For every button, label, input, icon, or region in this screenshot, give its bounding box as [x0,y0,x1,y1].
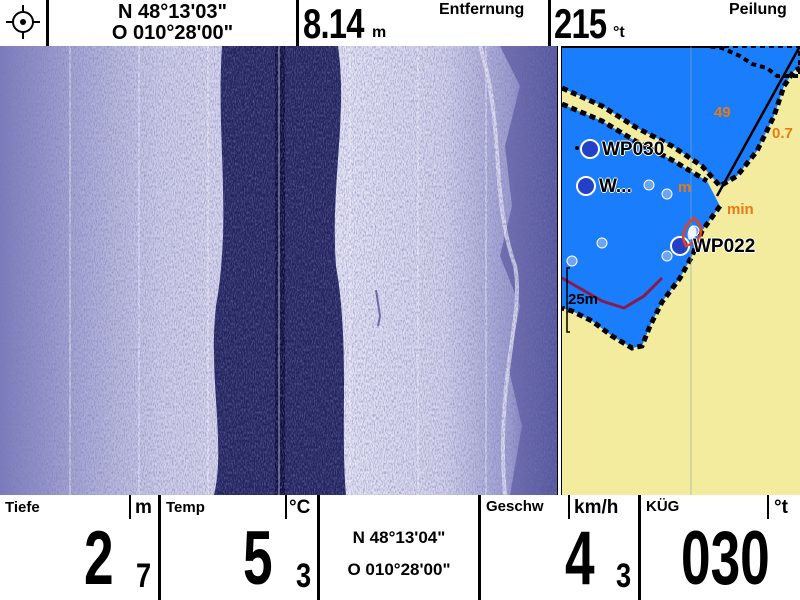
depth-decimal: 7 [136,557,152,595]
map-label-07: 0.7 [772,125,793,142]
gps-button[interactable] [0,0,46,46]
distance-readout: 8.14 m Entfernung [299,0,548,46]
course-over-ground-readout[interactable]: KÜG °t 030 [641,495,800,600]
temperature-decimal: 3 [296,557,312,595]
speed-label: Geschw [486,498,544,515]
speed-integer: 4 [565,516,595,600]
distance-label: Entfernung [439,1,525,18]
sonar-image [0,46,557,495]
bearing-unit: °t [613,24,625,41]
crosshair-target-icon [6,5,40,39]
map-label-m: m [678,179,692,196]
navigation-chart [562,46,800,495]
speed-readout[interactable]: Geschw km/h 4 3 [481,495,638,600]
temperature-integer: 5 [243,516,273,600]
view-divider [557,46,562,495]
course-label: KÜG [646,498,680,515]
speed-unit: km/h [574,497,619,518]
chart-map-view[interactable]: WP030 W... WP022 49 0.7 m min 25m [562,46,800,495]
map-label-49: 49 [714,104,731,121]
bearing-value: 215 [554,0,607,46]
depth-integer: 2 [84,516,114,600]
bearing-readout: 215 °t Peilung [551,0,800,46]
top-status-bar: N 48°13'03" O 010°28'00" 8.14 m Entfernu… [0,0,800,46]
cursor-position-readout: N 48°13'03" O 010°28'00" [49,0,296,46]
depth-label: Tiefe [5,499,40,516]
cursor-longitude: O 010°28'00" [111,22,234,44]
boat-longitude: O 010°28'00" [347,560,451,579]
waypoint-label[interactable]: W... [599,176,632,197]
distance-value: 8.14 [303,0,364,46]
bottom-data-bar: Tiefe m 2 7 Temp °C 5 3 N 48°13'04" O 01… [0,495,800,600]
boat-latitude: N 48°13'04" [352,528,446,547]
temperature-unit: °C [289,497,311,518]
temperature-label: Temp [166,499,205,516]
map-label-min: min [727,201,754,218]
depth-readout[interactable]: Tiefe m 2 7 [0,495,158,600]
bearing-label: Peilung [729,1,787,18]
course-value: 030 [681,516,770,600]
depth-unit: m [135,497,152,518]
course-unit: °t [774,497,788,518]
temperature-readout[interactable]: Temp °C 5 3 [161,495,317,600]
cursor-latitude: N 48°13'03" [118,1,227,23]
side-imaging-sonar-view[interactable] [0,46,557,495]
waypoint-label[interactable]: WP030 [602,139,665,160]
distance-unit: m [372,24,387,41]
boat-position-readout: N 48°13'04" O 010°28'00" [320,495,478,600]
waypoint-label[interactable]: WP022 [693,236,756,257]
depth-scale-label: 25m [568,291,599,308]
speed-decimal: 3 [616,557,632,595]
